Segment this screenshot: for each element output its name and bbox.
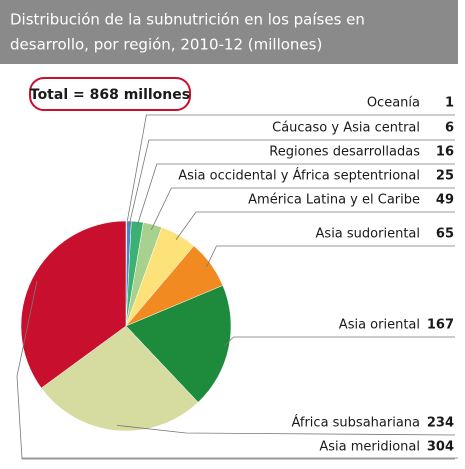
- leader-line: [128, 139, 455, 227]
- legend-label: Asia meridional: [319, 440, 420, 455]
- total-badge: [29, 77, 191, 111]
- value-label: 304: [427, 440, 454, 455]
- leader-line: [16, 280, 455, 460]
- chart-title: Distribución de la subnutrición en los p…: [10, 11, 365, 29]
- value-label: 167: [427, 318, 454, 333]
- legend-label: América Latina y el Caribe: [248, 193, 420, 208]
- value-label: 1: [445, 96, 454, 111]
- value-label: 25: [436, 169, 454, 184]
- chart-title: desarrollo, por región, 2010-12 (millone…: [10, 36, 322, 54]
- legend-label: África subsahariana: [291, 415, 420, 431]
- leader-line: [175, 211, 455, 240]
- leader-line: [116, 424, 456, 436]
- value-label: 234: [427, 416, 454, 431]
- legend-label: Oceanía: [367, 96, 420, 111]
- legend-label: Asia sudoriental: [316, 227, 420, 242]
- legend-label: Asia oriental: [339, 318, 420, 333]
- value-label: 6: [445, 121, 454, 136]
- pie-slice: [20, 220, 127, 389]
- pie-slice: [125, 285, 232, 403]
- leader-line: [206, 245, 455, 268]
- leader-line: [125, 114, 455, 227]
- leader-line: [223, 336, 455, 347]
- legend-label: Asia occidental y África septentrional: [178, 168, 420, 184]
- value-label: 49: [436, 193, 454, 208]
- value-label: 65: [436, 227, 454, 242]
- header: [0, 0, 458, 64]
- annotation: Total = 868 millones: [30, 87, 190, 103]
- leader-line: [136, 163, 455, 227]
- pie-slice: [40, 325, 199, 432]
- legend-label: Cáucaso y Asia central: [272, 121, 420, 136]
- value-label: 16: [436, 145, 454, 160]
- leader-line: [151, 187, 455, 230]
- legend-label: Regiones desarrolladas: [269, 145, 420, 160]
